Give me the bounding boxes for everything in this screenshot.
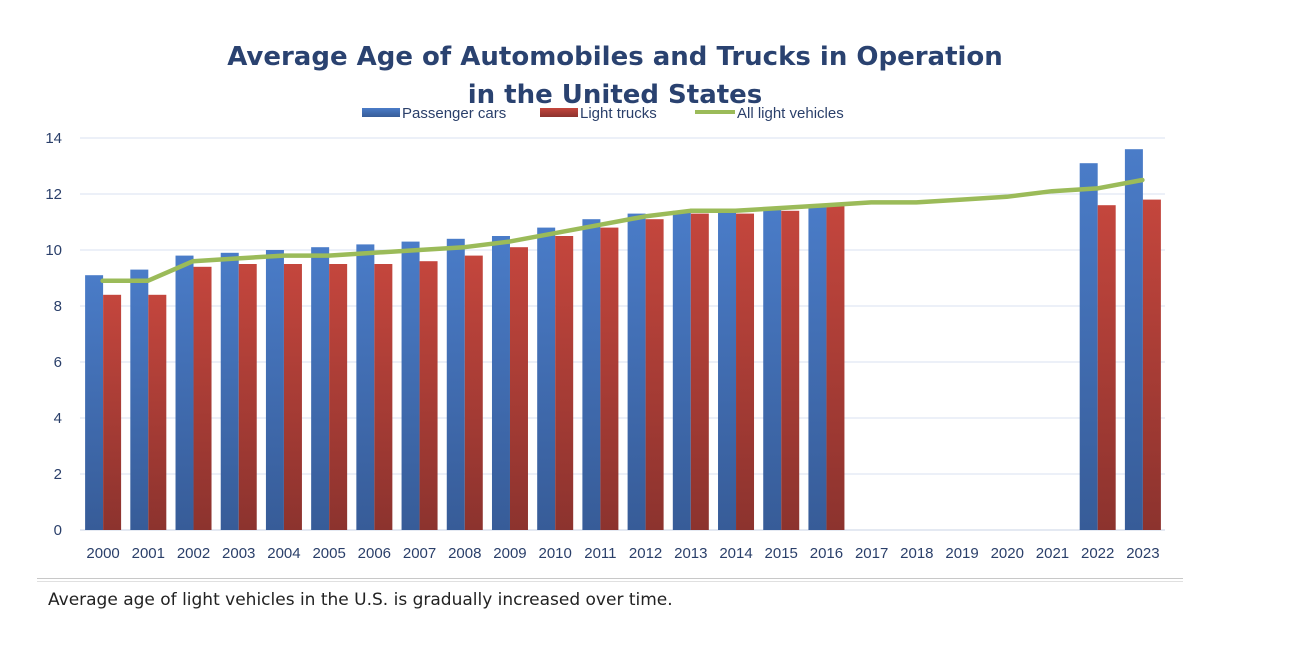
bar-light-trucks: [193, 266, 212, 530]
y-tick-label: 10: [45, 242, 62, 259]
y-tick-label: 2: [54, 466, 62, 483]
legend-swatch: [362, 108, 400, 117]
x-tick-label: 2004: [267, 545, 300, 562]
bar-passenger-cars: [311, 247, 330, 530]
caption: Average age of light vehicles in the U.S…: [48, 590, 673, 610]
x-tick-label: 2008: [448, 545, 481, 562]
bar-light-trucks: [283, 264, 302, 530]
x-tick-label: 2005: [312, 545, 345, 562]
bar-light-trucks: [781, 210, 800, 531]
x-tick-label: 2021: [1036, 545, 1069, 562]
x-tick-label: 2009: [493, 545, 526, 562]
bar-light-trucks: [826, 205, 845, 530]
bar-passenger-cars: [537, 227, 556, 530]
x-tick-label: 2020: [991, 545, 1024, 562]
x-tick-label: 2011: [584, 545, 616, 562]
chart-title-line-1: Average Age of Automobiles and Trucks in…: [227, 42, 1003, 72]
bar-light-trucks: [148, 294, 167, 530]
bar-light-trucks: [374, 264, 393, 530]
bar-passenger-cars: [582, 219, 601, 530]
chart-title-line-2: in the United States: [468, 80, 763, 110]
bar-passenger-cars: [175, 255, 194, 530]
x-tick-label: 2010: [539, 545, 572, 562]
legend-label: Light trucks: [580, 105, 657, 122]
bar-light-trucks: [645, 219, 664, 530]
x-tick-label: 2007: [403, 545, 436, 562]
x-tick-label: 2022: [1081, 545, 1114, 562]
bar-light-trucks: [1097, 205, 1116, 530]
bar-passenger-cars: [808, 205, 827, 530]
legend-label: Passenger cars: [402, 105, 506, 122]
bar-passenger-cars: [763, 208, 782, 530]
x-tick-label: 2019: [945, 545, 978, 562]
x-tick-label: 2016: [810, 545, 843, 562]
x-tick-label: 2000: [86, 545, 119, 562]
x-tick-label: 2018: [900, 545, 933, 562]
bar-passenger-cars: [85, 275, 104, 530]
bar-light-trucks: [329, 264, 348, 530]
bar-passenger-cars: [1124, 149, 1143, 530]
y-tick-label: 12: [45, 186, 62, 203]
bar-passenger-cars: [356, 244, 375, 530]
bar-light-trucks: [690, 213, 709, 530]
bar-passenger-cars: [130, 269, 149, 530]
x-tick-label: 2023: [1126, 545, 1159, 562]
bar-passenger-cars: [265, 250, 284, 530]
x-tick-label: 2014: [719, 545, 752, 562]
bar-light-trucks: [736, 213, 755, 530]
bar-passenger-cars: [446, 238, 465, 531]
y-tick-label: 14: [45, 130, 62, 147]
y-tick-label: 0: [54, 522, 62, 539]
bar-passenger-cars: [401, 241, 420, 530]
bar-light-trucks: [419, 261, 438, 530]
bar-passenger-cars: [672, 210, 691, 531]
bar-light-trucks: [238, 264, 257, 530]
x-tick-label: 2002: [177, 545, 210, 562]
bar-light-trucks: [509, 247, 528, 530]
line-all-light-vehicles: [100, 177, 1145, 284]
bar-light-trucks: [555, 236, 574, 530]
x-tick-label: 2017: [855, 545, 888, 562]
x-tick-label: 2013: [674, 545, 707, 562]
legend-label: All light vehicles: [737, 105, 844, 122]
y-tick-label: 8: [54, 298, 62, 315]
legend-swatch: [540, 108, 578, 117]
divider: [37, 578, 1183, 582]
x-tick-label: 2001: [132, 545, 165, 562]
x-tick-label: 2006: [358, 545, 391, 562]
y-tick-label: 6: [54, 354, 62, 371]
bar-light-trucks: [1142, 199, 1161, 530]
bar-light-trucks: [464, 255, 483, 530]
x-tick-label: 2015: [765, 545, 798, 562]
bar-light-trucks: [600, 227, 619, 530]
y-tick-label: 4: [54, 410, 62, 427]
bar-passenger-cars: [491, 236, 510, 530]
bar-passenger-cars: [718, 210, 737, 531]
bar-passenger-cars: [627, 213, 646, 530]
bar-passenger-cars: [220, 252, 239, 531]
x-tick-label: 2012: [629, 545, 662, 562]
chart: Average Age of Automobiles and Trucks in…: [45, 42, 1165, 562]
bar-light-trucks: [103, 294, 122, 530]
bar-passenger-cars: [1079, 163, 1098, 530]
x-tick-label: 2003: [222, 545, 255, 562]
